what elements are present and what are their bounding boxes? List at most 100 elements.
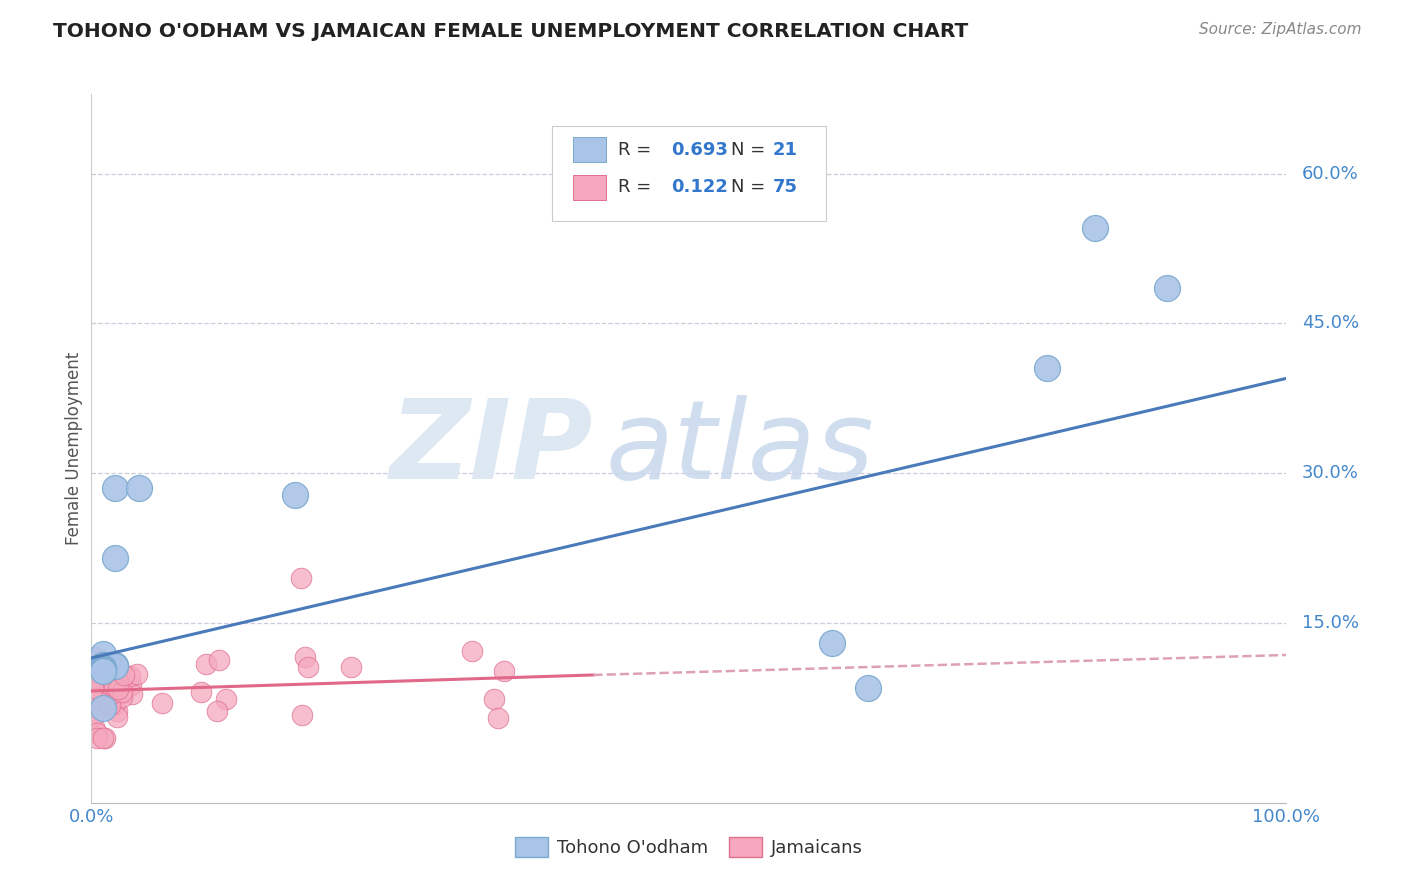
Point <box>98 684 121 698</box>
Text: R =: R = <box>619 178 658 196</box>
Point <box>84 706 107 720</box>
Point <box>104 657 127 672</box>
Point <box>104 690 127 704</box>
Point <box>89 682 111 697</box>
Point <box>121 687 143 701</box>
Text: 0.693: 0.693 <box>671 141 728 159</box>
Point <box>86 657 108 671</box>
Point <box>150 696 173 710</box>
Point <box>93 657 114 672</box>
Point <box>93 657 114 672</box>
Point <box>104 481 127 495</box>
Point <box>101 667 124 681</box>
Text: TOHONO O'ODHAM VS JAMAICAN FEMALE UNEMPLOYMENT CORRELATION CHART: TOHONO O'ODHAM VS JAMAICAN FEMALE UNEMPL… <box>53 22 969 41</box>
Point <box>194 657 217 672</box>
Point <box>93 647 114 661</box>
Point <box>98 698 121 713</box>
Point <box>93 660 114 674</box>
Text: R =: R = <box>619 141 658 159</box>
Point <box>84 659 107 673</box>
Point <box>107 674 129 689</box>
Point <box>96 666 118 681</box>
Text: 15.0%: 15.0% <box>1302 614 1360 632</box>
Point <box>105 710 128 724</box>
Point <box>214 692 236 706</box>
Point <box>82 693 104 707</box>
FancyBboxPatch shape <box>551 126 827 221</box>
Point <box>87 683 110 698</box>
Point <box>93 661 114 675</box>
Point <box>90 679 112 693</box>
Point <box>98 657 121 672</box>
Point <box>125 667 148 681</box>
Legend: Tohono O'odham, Jamaicans: Tohono O'odham, Jamaicans <box>508 830 870 864</box>
Point <box>82 681 104 695</box>
Point <box>105 704 128 718</box>
Point <box>91 678 114 692</box>
Point <box>290 571 312 585</box>
Point <box>128 481 150 495</box>
Point <box>93 662 114 676</box>
Point <box>103 677 125 691</box>
Point <box>486 711 509 725</box>
Point <box>98 696 121 710</box>
Point <box>118 669 141 683</box>
Point <box>103 679 125 693</box>
Point <box>1084 221 1107 235</box>
Point <box>1156 281 1178 295</box>
Point <box>284 488 307 502</box>
Point <box>94 682 117 697</box>
Point <box>86 650 108 665</box>
Text: 21: 21 <box>773 141 797 159</box>
Point <box>93 664 114 678</box>
Text: 45.0%: 45.0% <box>1302 314 1360 333</box>
Point <box>120 678 142 692</box>
Point <box>340 660 363 674</box>
Point <box>103 697 125 711</box>
Point <box>856 681 880 695</box>
Point <box>94 731 117 745</box>
Point <box>86 726 108 740</box>
Point <box>100 687 122 701</box>
Point <box>111 685 134 699</box>
Point <box>107 681 129 696</box>
Point <box>190 685 212 699</box>
Point <box>97 665 120 680</box>
Point <box>93 663 114 677</box>
Point <box>94 688 117 702</box>
Point <box>461 644 484 658</box>
Point <box>90 699 112 714</box>
Text: 60.0%: 60.0% <box>1302 164 1358 183</box>
FancyBboxPatch shape <box>574 136 606 162</box>
Point <box>93 659 114 673</box>
Point <box>104 659 127 673</box>
Point <box>87 698 110 713</box>
Point <box>89 677 111 691</box>
Text: 30.0%: 30.0% <box>1302 464 1360 483</box>
Point <box>84 656 107 670</box>
Point <box>205 704 228 718</box>
Point <box>84 691 107 706</box>
Text: Source: ZipAtlas.com: Source: ZipAtlas.com <box>1198 22 1361 37</box>
Point <box>93 690 115 704</box>
Point <box>93 731 114 745</box>
Point <box>90 682 112 697</box>
Text: ZIP: ZIP <box>389 395 593 501</box>
Point <box>1036 361 1059 376</box>
Point <box>821 636 844 650</box>
Point <box>98 676 121 690</box>
Point <box>82 709 104 723</box>
Point <box>83 720 105 734</box>
Point <box>84 685 107 699</box>
Point <box>91 690 114 704</box>
Text: atlas: atlas <box>605 395 875 501</box>
Point <box>87 693 110 707</box>
Point <box>86 731 108 745</box>
Point <box>294 650 316 665</box>
Point <box>89 666 111 681</box>
Point <box>492 664 515 678</box>
FancyBboxPatch shape <box>574 175 606 200</box>
Text: 75: 75 <box>773 178 797 196</box>
Point <box>82 677 104 691</box>
Text: N =: N = <box>731 178 770 196</box>
